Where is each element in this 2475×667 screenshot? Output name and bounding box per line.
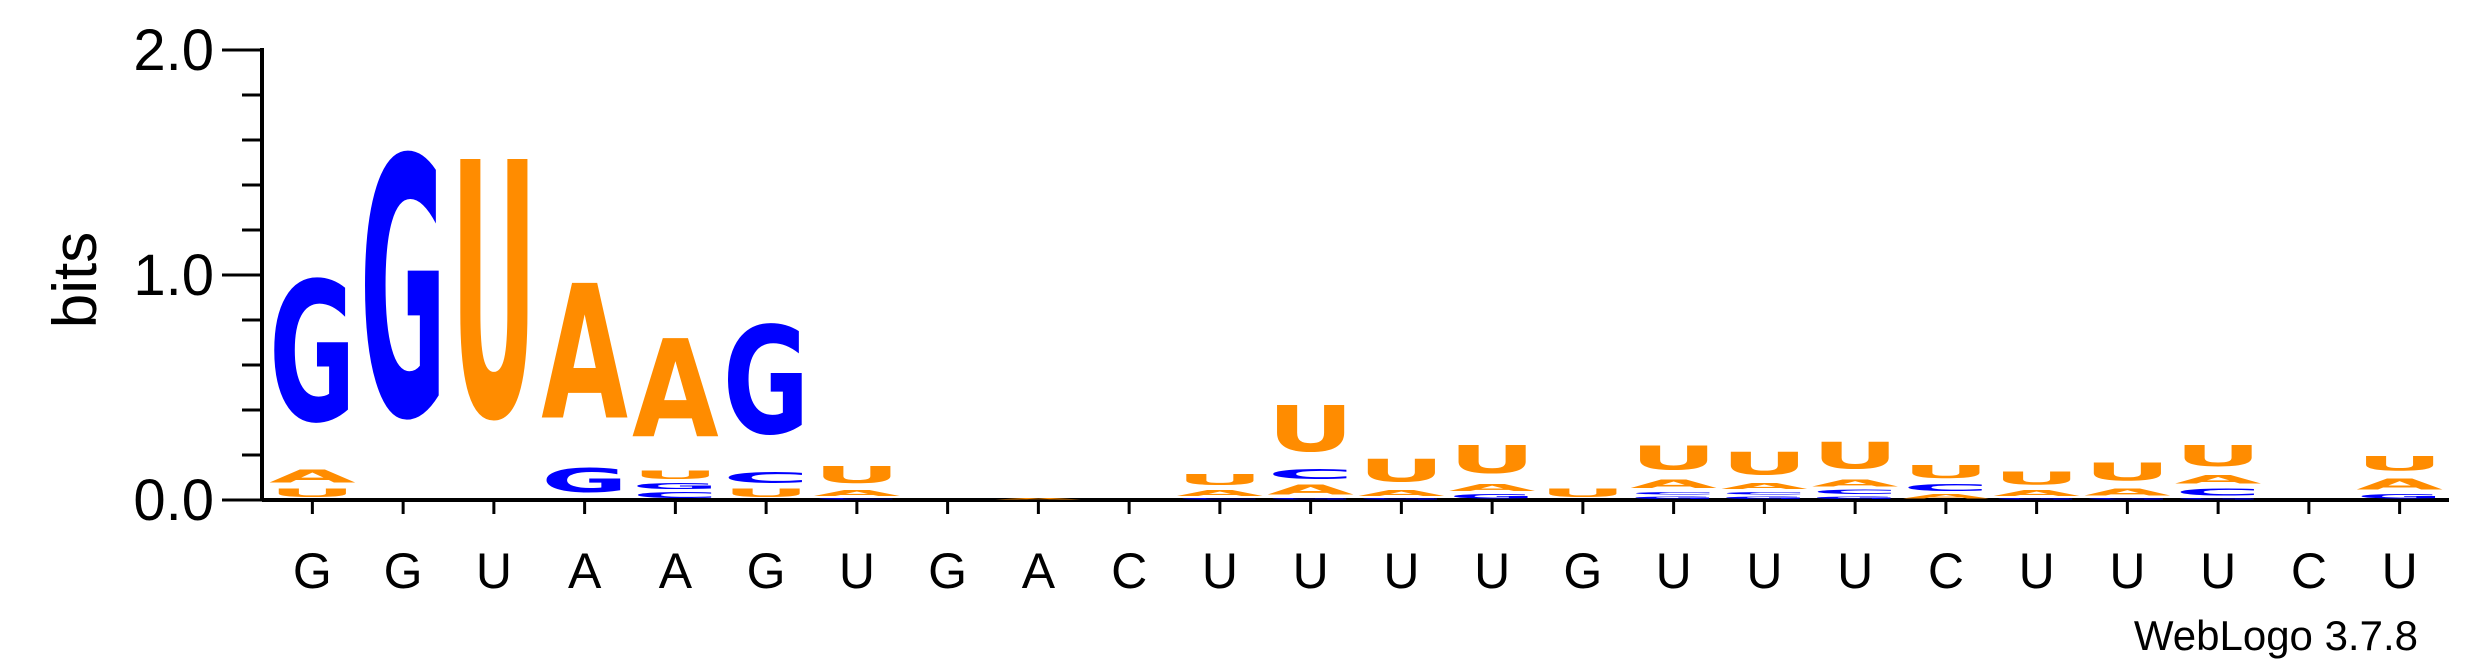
logo-letter-C: C: [1721, 491, 1808, 496]
x-tick-label: U: [1474, 543, 1510, 599]
logo-letter-U: U: [1903, 462, 1990, 482]
x-tick-label: U: [1656, 543, 1692, 599]
logo-letter-C: C: [1903, 482, 1990, 493]
logo-letter-A: A: [1721, 482, 1808, 491]
logo-letter-G: G: [2356, 493, 2443, 500]
logo-letter-A: A: [1267, 482, 1354, 498]
logo-letter-C: C: [632, 491, 719, 500]
logo-letter-U: U: [269, 486, 356, 500]
x-tick-label: U: [2382, 543, 2418, 599]
logo-letter-U: U: [1993, 469, 2080, 489]
logo-letter-G: G: [632, 482, 719, 491]
logo-letter-A: A: [2084, 486, 2171, 497]
x-tick-label: A: [659, 543, 693, 599]
logo-letter-C: C: [1177, 498, 1264, 500]
logo-letter-U: U: [1812, 435, 1899, 478]
x-tick-label: G: [293, 543, 332, 599]
logo-letter-U: U: [1630, 439, 1717, 477]
logo-letter-U: U: [2084, 458, 2171, 487]
logo-letter-G: G: [723, 297, 810, 469]
logo-letter-A: A: [814, 489, 901, 498]
logo-letter-G: G: [2084, 498, 2171, 500]
logo-letter-U: U: [1177, 471, 1264, 489]
logo-letter-G: G: [1449, 493, 1536, 500]
x-tick-label: U: [2200, 543, 2236, 599]
logo-letter-A: A: [632, 312, 719, 469]
logo-letter-G: G: [1721, 496, 1808, 500]
x-tick-label: A: [1022, 543, 1056, 599]
x-tick-label: U: [1746, 543, 1782, 599]
logo-letter-A: A: [541, 247, 628, 462]
logo-letter-U: U: [1540, 486, 1627, 500]
x-tick-label: U: [839, 543, 875, 599]
logo-letter-G: G: [1812, 496, 1899, 500]
logo-letter-G: G: [1267, 498, 1354, 500]
logo-letter-U: U: [1449, 437, 1536, 482]
x-tick-label: A: [568, 543, 602, 599]
x-tick-label: G: [747, 543, 786, 599]
x-tick-label: G: [384, 543, 423, 599]
x-tick-label: U: [1383, 543, 1419, 599]
logo-letter-U: U: [1358, 453, 1445, 489]
logo-letter-U: U: [1721, 446, 1808, 482]
x-tick-label: G: [928, 543, 967, 599]
logo-letter-U: U: [632, 468, 719, 482]
x-tick-label: U: [1202, 543, 1238, 599]
x-tick-label: C: [2291, 543, 2327, 599]
y-axis-label: bits: [41, 232, 110, 328]
logo-letter-A: A: [995, 498, 1082, 500]
logo-letter-A: A: [269, 466, 356, 486]
x-tick-label: U: [2019, 543, 2055, 599]
logo-letter-A: A: [1449, 482, 1536, 493]
logo-letter-U: U: [2175, 440, 2262, 474]
logo-letter-U: U: [451, 91, 538, 500]
logo-letter-G: G: [541, 462, 628, 500]
logo-letter-A: A: [1358, 489, 1445, 498]
y-tick-label: 2.0: [133, 18, 214, 83]
logo-letter-A: A: [1993, 489, 2080, 498]
logo-letter-C: C: [1812, 489, 1899, 496]
logo-letter-C: C: [814, 498, 901, 500]
logo-letter-U: U: [723, 486, 810, 500]
logo-letter-G: G: [2175, 498, 2262, 500]
weblogo-credit: WebLogo 3.7.8: [2134, 612, 2418, 659]
logo-letter-A: A: [1903, 493, 1991, 500]
logo-letter-G: G: [1630, 496, 1717, 500]
logo-letter-A: A: [1177, 489, 1264, 498]
logo-letter-A: A: [2175, 473, 2262, 486]
x-tick-label: C: [1111, 543, 1147, 599]
logo-letter-C: C: [1267, 466, 1354, 482]
logo-letter-G: G: [1993, 498, 2080, 500]
logo-letter-C: C: [1630, 491, 1717, 496]
logo-letter-U: U: [1267, 392, 1354, 466]
logo-letter-C: C: [723, 469, 810, 487]
x-tick-label: C: [1928, 543, 1964, 599]
logo-letter-A: A: [1630, 478, 1717, 491]
logo-letter-G: G: [269, 242, 356, 466]
logo-letter-A: A: [2356, 475, 2443, 493]
logo-letter-C: C: [2175, 486, 2262, 497]
x-tick-label: U: [476, 543, 512, 599]
y-tick-label: 0.0: [133, 468, 214, 533]
x-tick-label: U: [1837, 543, 1873, 599]
x-tick-label: U: [1293, 543, 1329, 599]
logo-letter-A: A: [1812, 477, 1899, 488]
logo-letter-G: G: [360, 84, 447, 499]
x-tick-label: G: [1563, 543, 1602, 599]
axes: 0.0 1.0 2.0: [133, 18, 2449, 533]
y-tick-label: 1.0: [133, 243, 214, 308]
x-tick-label: U: [2109, 543, 2145, 599]
logo-letter-U: U: [2356, 453, 2443, 475]
logo-letter-U: U: [814, 462, 901, 489]
logo-letter-G: G: [1358, 498, 1445, 500]
